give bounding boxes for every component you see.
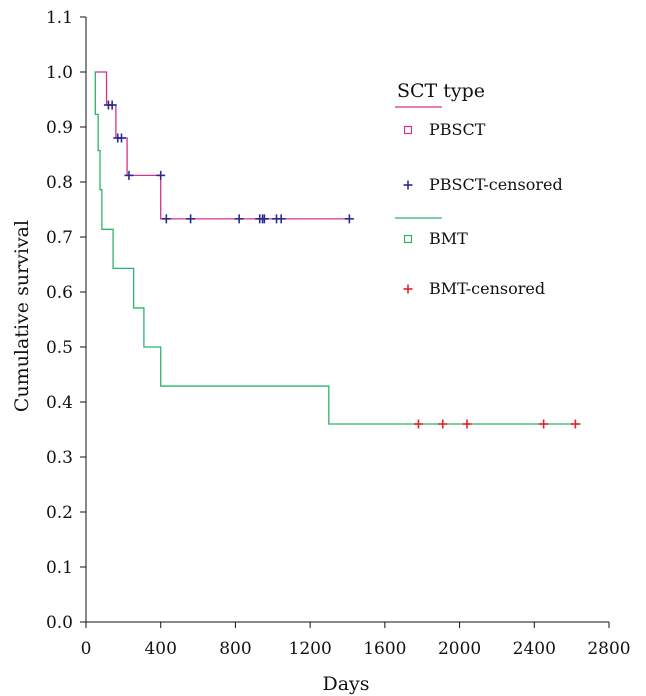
x-tick-label: 1200	[289, 639, 332, 659]
x-tick-label: 2400	[513, 639, 556, 659]
x-axis-title: Days	[322, 673, 369, 695]
x-tick-label: 0	[81, 639, 92, 659]
x-tick-label: 800	[219, 639, 251, 659]
y-tick-label: 0.0	[46, 613, 73, 633]
censor-marker-pbsct	[161, 214, 171, 224]
y-tick-label: 0.9	[46, 118, 73, 138]
survival-curves	[94, 71, 581, 425]
censor-marker-pbsct	[259, 214, 269, 224]
series-line-pbsct	[95, 71, 348, 220]
y-tick-label: 1.0	[46, 63, 73, 83]
y-tick-label: 0.4	[46, 393, 73, 413]
censor-marker-pbsct	[107, 100, 117, 110]
y-tick-label: 0.7	[46, 228, 73, 248]
legend-swatch-bmt-censored	[403, 284, 413, 294]
legend-label-pbsct: PBSCT	[429, 120, 486, 139]
y-tick-label: 0.6	[46, 283, 73, 303]
x-tick-label: 2800	[587, 639, 630, 659]
legend-title: SCT type	[397, 80, 485, 102]
y-tick-label: 0.8	[46, 173, 73, 193]
y-tick-label: 0.1	[46, 558, 73, 578]
censor-marker-bmt	[570, 419, 580, 429]
series-line-bmt	[94, 71, 581, 425]
censor-marker-pbsct	[186, 214, 196, 224]
legend-label-pbsct-censored: PBSCT-censored	[429, 175, 563, 194]
censor-marker-pbsct	[156, 170, 166, 180]
legend-label-bmt-censored: BMT-censored	[429, 279, 545, 298]
censor-marker-pbsct	[116, 133, 126, 143]
y-axis-title: Cumulative survival	[11, 220, 33, 412]
legend-swatch-pbsct	[403, 125, 413, 135]
censor-marker-bmt	[539, 419, 549, 429]
censor-marker-pbsct	[124, 170, 134, 180]
legend-swatch-bmt	[403, 234, 413, 244]
legend: SCT type PBSCT PBSCT-censored BMT BMT-censor…	[395, 80, 563, 298]
x-tick-label: 400	[144, 639, 176, 659]
axes: 0.0 0.1 0.2 0.3 0.4 0.5 0.6 0.7 0.8 0.9 1.0 1.1 0 400…	[46, 8, 631, 659]
censor-marker-pbsct	[234, 214, 244, 224]
censor-marker-pbsct	[276, 214, 286, 224]
y-tick-label: 0.2	[46, 503, 73, 523]
x-tick-label: 1600	[363, 639, 406, 659]
censor-markers	[103, 100, 580, 429]
y-tick-label: 1.1	[46, 8, 73, 28]
x-tick-label: 2000	[438, 639, 481, 659]
legend-label-bmt: BMT	[429, 229, 468, 248]
legend-swatch-pbsct-censored	[403, 180, 413, 190]
censor-marker-bmt	[413, 419, 423, 429]
y-tick-label: 0.5	[46, 338, 73, 358]
censor-marker-bmt	[438, 419, 448, 429]
censor-marker-pbsct	[344, 214, 354, 224]
censor-marker-bmt	[462, 419, 472, 429]
y-tick-label: 0.3	[46, 448, 73, 468]
